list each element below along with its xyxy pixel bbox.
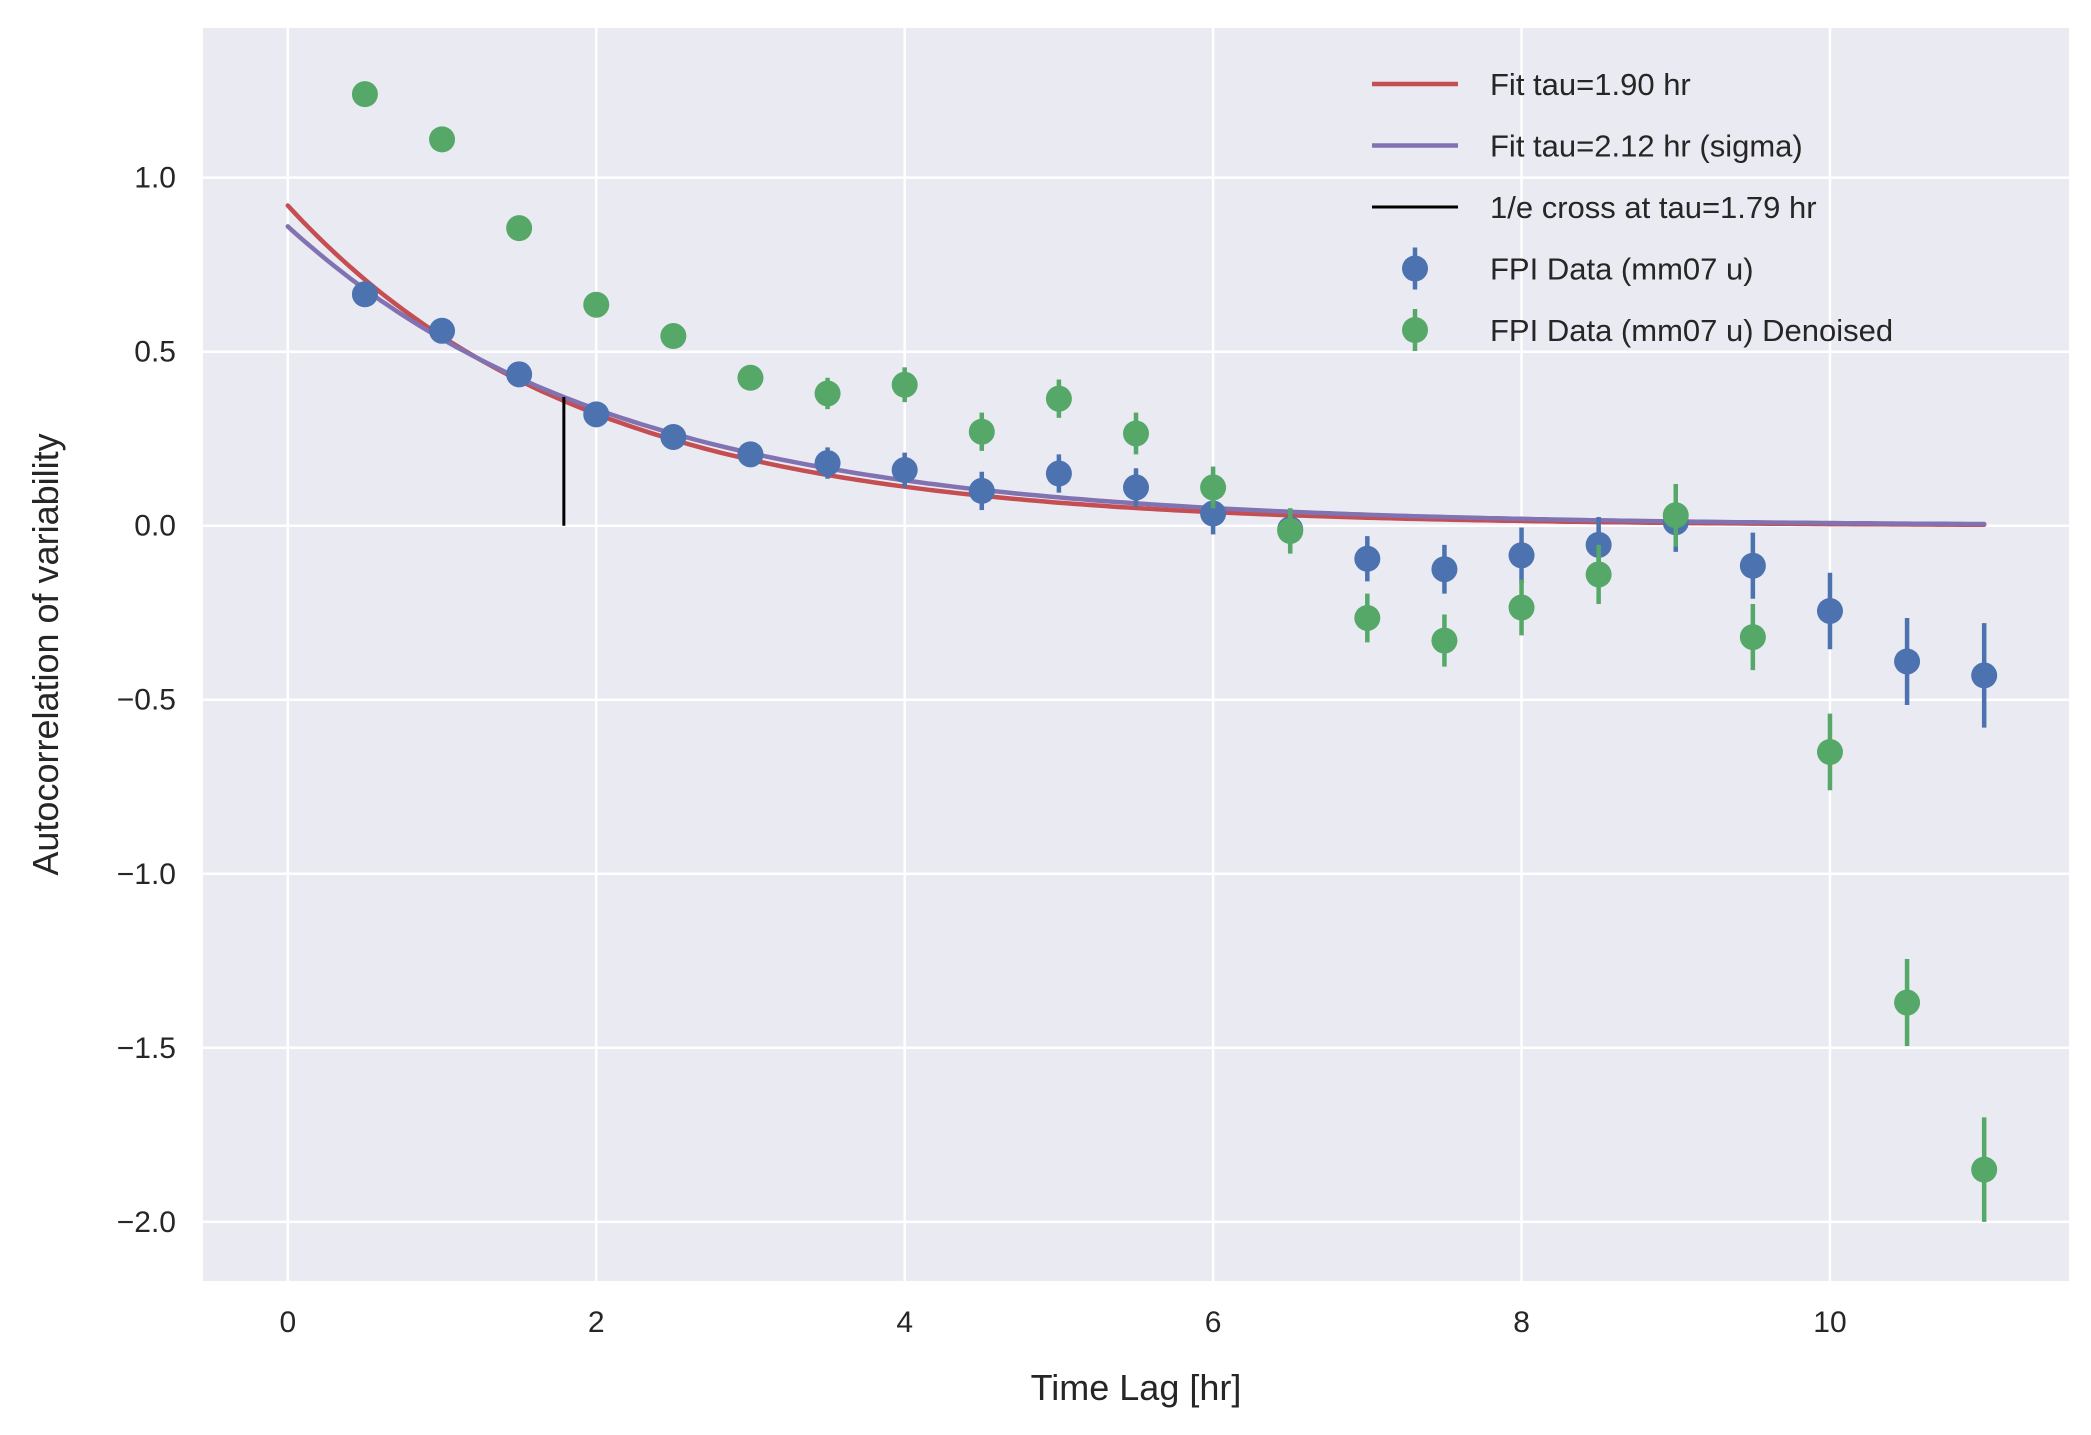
- data-point: [968, 477, 995, 504]
- data-point: [1123, 420, 1149, 447]
- data-point: [737, 441, 764, 468]
- data-point: [1277, 517, 1304, 544]
- data-point: [1739, 552, 1766, 579]
- data-point: [1354, 604, 1381, 631]
- y-tick-label: 0.0: [134, 510, 176, 543]
- data-point: [1354, 545, 1381, 572]
- legend: Fit tau=1.90 hr Fit tau=2.12 hr (sigma) 1/…: [1372, 67, 1893, 351]
- x-tick-label: 4: [896, 1306, 913, 1339]
- data-point: [737, 364, 764, 391]
- data-point: [1045, 460, 1072, 487]
- data-point: [429, 126, 456, 153]
- data-point: [968, 418, 995, 445]
- data-point: [660, 423, 687, 450]
- legend-label: Fit tau=2.12 hr (sigma): [1490, 129, 1803, 164]
- x-tick-label: 10: [1813, 1306, 1846, 1339]
- x-tick-label: 2: [588, 1306, 605, 1339]
- y-tick-label: 1.0: [134, 162, 176, 195]
- x-tick-labels: 0 2 4 6 8 10: [279, 1306, 1846, 1339]
- x-tick-label: 6: [1205, 1306, 1222, 1339]
- legend-swatch-marker: [1402, 317, 1428, 343]
- data-point: [1200, 474, 1227, 501]
- data-point: [1662, 502, 1689, 529]
- data-point: [1431, 627, 1458, 654]
- x-tick-label: 8: [1513, 1306, 1530, 1339]
- y-tick-label: −2.0: [117, 1206, 176, 1239]
- legend-label: 1/e cross at tau=1.79 hr: [1490, 190, 1817, 225]
- data-point: [1508, 594, 1535, 621]
- data-point: [1816, 738, 1843, 765]
- y-tick-labels: 1.0 0.5 0.0 −0.5 −1.0 −1.5 −2.0: [117, 162, 176, 1239]
- y-tick-label: −1.0: [117, 858, 176, 891]
- data-point: [1123, 474, 1149, 501]
- y-tick-label: −1.5: [117, 1032, 176, 1065]
- data-marks: [285, 81, 1998, 1222]
- data-point: [1816, 597, 1843, 624]
- data-point: [891, 371, 918, 398]
- y-tick-label: 0.5: [134, 336, 176, 369]
- data-point: [351, 81, 378, 108]
- data-point: [1200, 500, 1227, 527]
- data-point: [583, 291, 610, 318]
- data-point: [1894, 648, 1921, 675]
- legend-swatch-marker: [1402, 255, 1428, 282]
- data-point: [351, 281, 378, 308]
- data-point: [814, 450, 841, 477]
- data-point: [1508, 542, 1535, 569]
- errorbar-series-3: [351, 281, 1998, 728]
- data-point: [506, 215, 533, 242]
- data-point: [1739, 624, 1766, 651]
- data-point: [583, 401, 610, 428]
- legend-label: Fit tau=1.90 hr: [1490, 67, 1691, 102]
- data-point: [1894, 989, 1921, 1016]
- x-tick-label: 0: [279, 1306, 296, 1339]
- data-point: [429, 317, 456, 344]
- grid-lines: [203, 28, 2069, 1281]
- data-point: [1045, 385, 1072, 412]
- x-axis-label: Time Lag [hr]: [1031, 1367, 1242, 1408]
- data-point: [1431, 556, 1458, 583]
- data-point: [1971, 1156, 1998, 1183]
- data-point: [506, 361, 533, 388]
- data-point: [814, 380, 841, 407]
- data-point: [660, 323, 687, 350]
- y-axis-label: Autocorrelation of variability: [25, 433, 66, 875]
- data-point: [1585, 561, 1612, 588]
- legend-label: FPI Data (mm07 u) Denoised: [1490, 313, 1893, 348]
- legend-label: FPI Data (mm07 u): [1490, 252, 1754, 287]
- data-point: [891, 457, 918, 484]
- data-point: [1971, 662, 1998, 689]
- y-tick-label: −0.5: [117, 684, 176, 717]
- errorbar-series-4: [351, 81, 1998, 1222]
